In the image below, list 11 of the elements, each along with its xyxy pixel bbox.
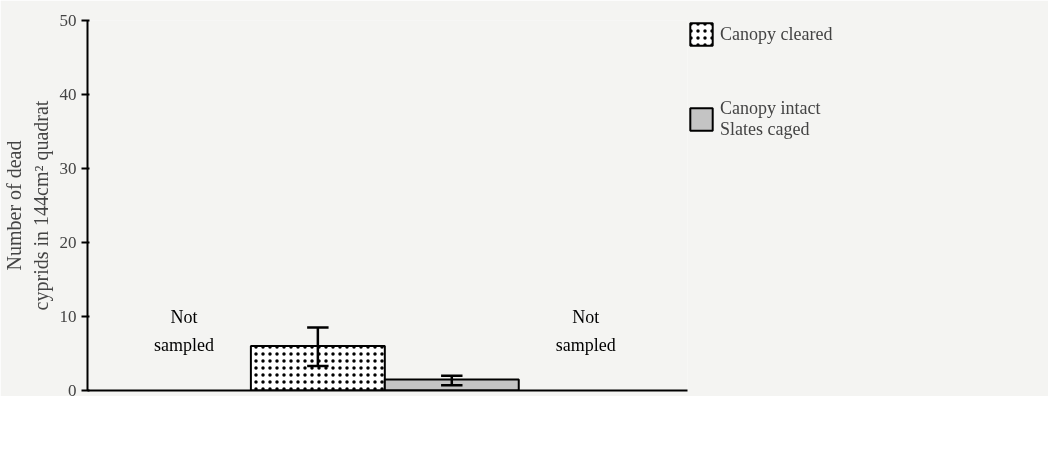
y-tick-label: 50 [59, 11, 77, 30]
y-tick-label: 40 [59, 85, 77, 104]
y-tick-label: 30 [59, 159, 77, 178]
y-tick-label: 10 [59, 307, 77, 326]
legend-label: Canopy intact Slates caged [720, 98, 821, 140]
annotation: Not sampled [153, 307, 214, 356]
y-tick-label: 0 [68, 381, 77, 400]
y-axis-title: Number of dead cyprids in 144cm² quadrat [3, 100, 53, 311]
y-tick-label: 20 [59, 233, 77, 252]
annotation: Not sampled [555, 307, 616, 356]
legend-label: Canopy cleared [720, 23, 833, 45]
